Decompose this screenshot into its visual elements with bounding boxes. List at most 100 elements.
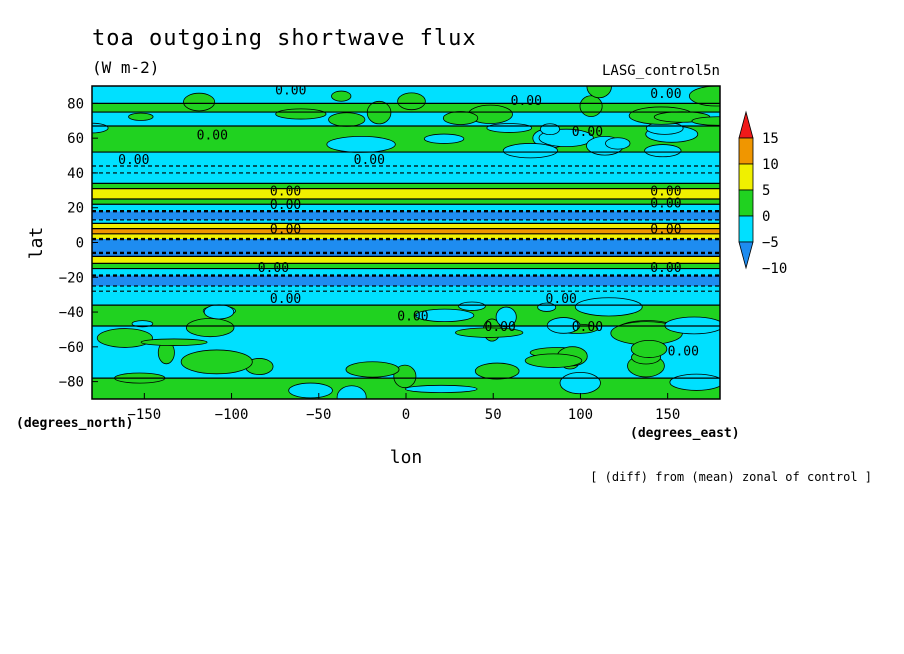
y-tick-label: −80: [59, 375, 84, 391]
field-patch: [644, 144, 682, 158]
blob-layer: [92, 86, 720, 399]
y-axis-label: lat: [26, 227, 47, 260]
x-tick-label: 50: [485, 407, 502, 423]
lat-band: [92, 275, 720, 286]
contour-label: 0.00: [270, 223, 301, 238]
lat-band: [92, 291, 720, 306]
field-patch: [415, 308, 475, 323]
lat-band: [92, 165, 720, 173]
field-patch: [495, 306, 517, 328]
y-unit-label: (degrees_north): [16, 416, 133, 431]
contour-layer: [92, 102, 720, 379]
field-patch: [397, 92, 426, 111]
colorbar-label: 15: [762, 131, 779, 147]
lat-band: [92, 112, 720, 126]
contour-label: 0.00: [668, 344, 699, 359]
lat-band: [92, 228, 720, 234]
field-patch: [474, 362, 520, 380]
chart-title: toa outgoing shortwave flux: [92, 26, 477, 51]
plot-area: 0.000.00 0.000.00 0.000.00 0.000.00 0.000.00…: [91, 83, 721, 400]
x-tick-label: −150: [127, 407, 161, 423]
x-tick-label: −50: [306, 407, 331, 423]
y-tick-label: −20: [59, 270, 84, 286]
x-tick-label: −100: [215, 407, 249, 423]
lat-band: [92, 223, 720, 229]
contour-label: 0.00: [397, 310, 428, 325]
field-patch: [486, 123, 533, 133]
contour-label: 0.00: [275, 83, 306, 98]
x-tick-label: 100: [568, 407, 593, 423]
contour-label: 0.00: [270, 198, 301, 213]
field-patch: [458, 301, 486, 311]
lat-band: [92, 204, 720, 212]
lat-band: [92, 233, 720, 240]
field-patch: [288, 382, 333, 399]
contour-label: 0.00: [650, 261, 681, 276]
field-patch: [423, 133, 465, 144]
x-tick-label: 0: [402, 407, 410, 423]
field-patch: [336, 385, 367, 399]
contour-label: 0.00: [650, 223, 681, 238]
colorbar-segment: [738, 215, 754, 243]
y-tick-label: 80: [67, 96, 84, 112]
colorbar-label: −10: [762, 261, 787, 277]
colorbar-label: 5: [762, 183, 770, 199]
colorbar-label: 0: [762, 209, 770, 225]
field-patch: [574, 297, 643, 317]
contour-label: 0.00: [270, 292, 301, 307]
lat-band: [92, 239, 720, 253]
colorbar-label: −5: [762, 235, 779, 251]
contour-label: 0.00: [118, 153, 149, 168]
lat-band: [92, 211, 720, 220]
footer-note: [ (diff) from (mean) zonal of control ]: [590, 470, 872, 484]
field-patch: [630, 339, 668, 358]
contour-label: 0.00: [511, 94, 542, 109]
y-tick-label: 0: [76, 236, 84, 252]
field-patch: [579, 95, 603, 117]
contour-label: 0.00: [258, 261, 289, 276]
contour-label: 0.00: [650, 87, 681, 102]
field-patch: [328, 112, 366, 127]
field-patch: [345, 361, 400, 378]
lat-band: [92, 285, 720, 292]
lat-band: [92, 199, 720, 205]
field-patch: [326, 135, 396, 153]
field-patch: [140, 338, 208, 346]
x-axis-label: lon: [390, 447, 423, 468]
y-tick-label: 40: [67, 166, 84, 182]
field-patch: [131, 320, 154, 328]
colorbar-segment: [738, 137, 754, 165]
field-patch: [393, 364, 417, 389]
contour-label-layer: 0.000.00 0.000.00 0.000.00 0.000.00 0.000.00…: [118, 83, 699, 359]
field-patch: [203, 304, 235, 320]
x-unit-label: (degrees_east): [630, 426, 740, 441]
x-axis: −150 −100 −50 0 50 100 150: [127, 393, 680, 423]
colorbar-label: 10: [762, 157, 779, 173]
contour-label: 0.00: [572, 320, 603, 335]
contour-label: 0.00: [650, 184, 681, 199]
field-patch: [405, 384, 478, 394]
field-patch: [275, 108, 327, 120]
y-axis: 80 60 40 20 0 −20 −40 −60 −80: [59, 96, 98, 391]
colorbar-segment: [738, 189, 754, 217]
lat-band: [92, 152, 720, 166]
dataset-label: LASG_control5n: [602, 63, 720, 79]
field-patch: [539, 123, 561, 136]
chart-subtitle: (W m-2): [92, 58, 159, 77]
contour-label: 0.00: [485, 320, 516, 335]
field-patch: [185, 318, 235, 338]
lat-band: [92, 188, 720, 200]
contour-label: 0.00: [197, 129, 228, 144]
y-tick-label: 60: [67, 131, 84, 147]
colorbar-segment: [738, 163, 754, 191]
field-patch: [331, 90, 352, 102]
field-patch: [559, 371, 601, 395]
lat-band: [92, 219, 720, 224]
y-tick-label: −40: [59, 305, 84, 321]
contour-label: 0.00: [546, 292, 577, 307]
field-patch: [128, 112, 154, 121]
contour-label: 0.00: [650, 197, 681, 212]
field-patch: [442, 111, 479, 125]
colorbar-segment: [738, 110, 754, 139]
